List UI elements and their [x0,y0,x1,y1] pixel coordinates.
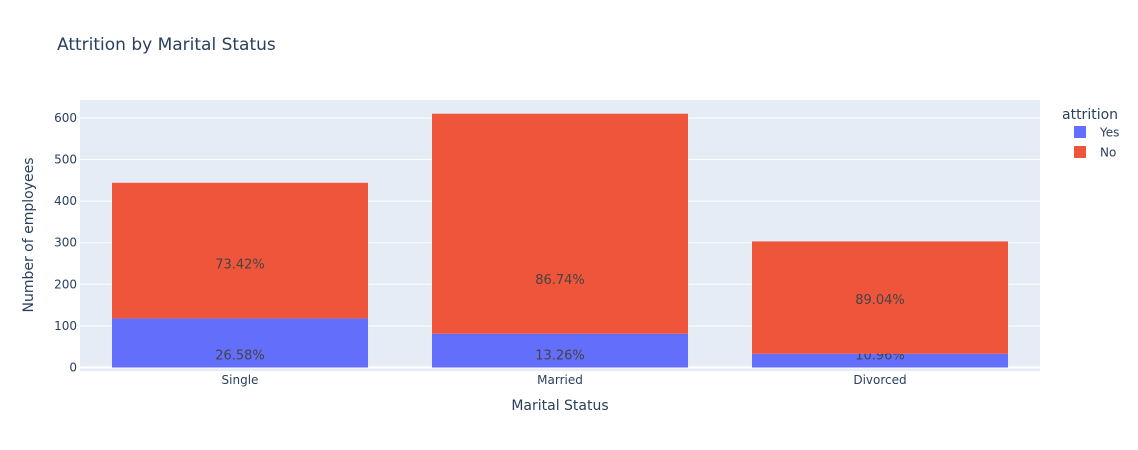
legend-label-yes[interactable]: Yes [1099,126,1119,140]
y-tick-label: 0 [69,361,77,375]
data-label: 89.04% [855,293,905,308]
x-tick-label: Single [222,373,259,387]
data-label: 26.58% [215,349,265,364]
y-tick-label: 100 [54,319,77,333]
data-label: 13.26% [535,349,585,364]
x-axis-ticks: Single Married Divorced [222,373,907,387]
bar-no-married[interactable] [432,113,688,334]
bar-yes-single[interactable] [112,318,368,368]
legend-swatch-yes [1074,126,1086,138]
x-axis-label: Marital Status [511,398,608,414]
legend-title: attrition [1062,107,1118,123]
legend-label-no[interactable]: No [1100,146,1116,160]
y-tick-label: 500 [54,153,77,167]
y-tick-label: 600 [54,111,77,125]
data-label: 73.42% [215,257,265,272]
y-axis-ticks: 0 100 200 300 400 500 600 [54,111,77,375]
bar-yes-divorced[interactable] [752,353,1008,368]
bars: 26.58%73.42%13.26%86.74%10.96%89.04% [112,113,1008,368]
legend-swatch-no [1074,146,1086,158]
bar-no-divorced[interactable] [752,241,1008,354]
y-tick-label: 200 [54,277,77,291]
chart-title: Attrition by Marital Status [57,35,276,55]
data-label: 86.74% [535,273,585,288]
x-tick-label: Divorced [853,373,906,387]
x-tick-label: Married [537,373,583,387]
y-axis-label: Number of employees [21,157,37,312]
bar-yes-married[interactable] [432,333,688,368]
y-tick-label: 400 [54,194,77,208]
y-tick-label: 300 [54,236,77,250]
legend[interactable]: attrition Yes No [1062,107,1119,160]
bar-no-single[interactable] [112,182,368,319]
